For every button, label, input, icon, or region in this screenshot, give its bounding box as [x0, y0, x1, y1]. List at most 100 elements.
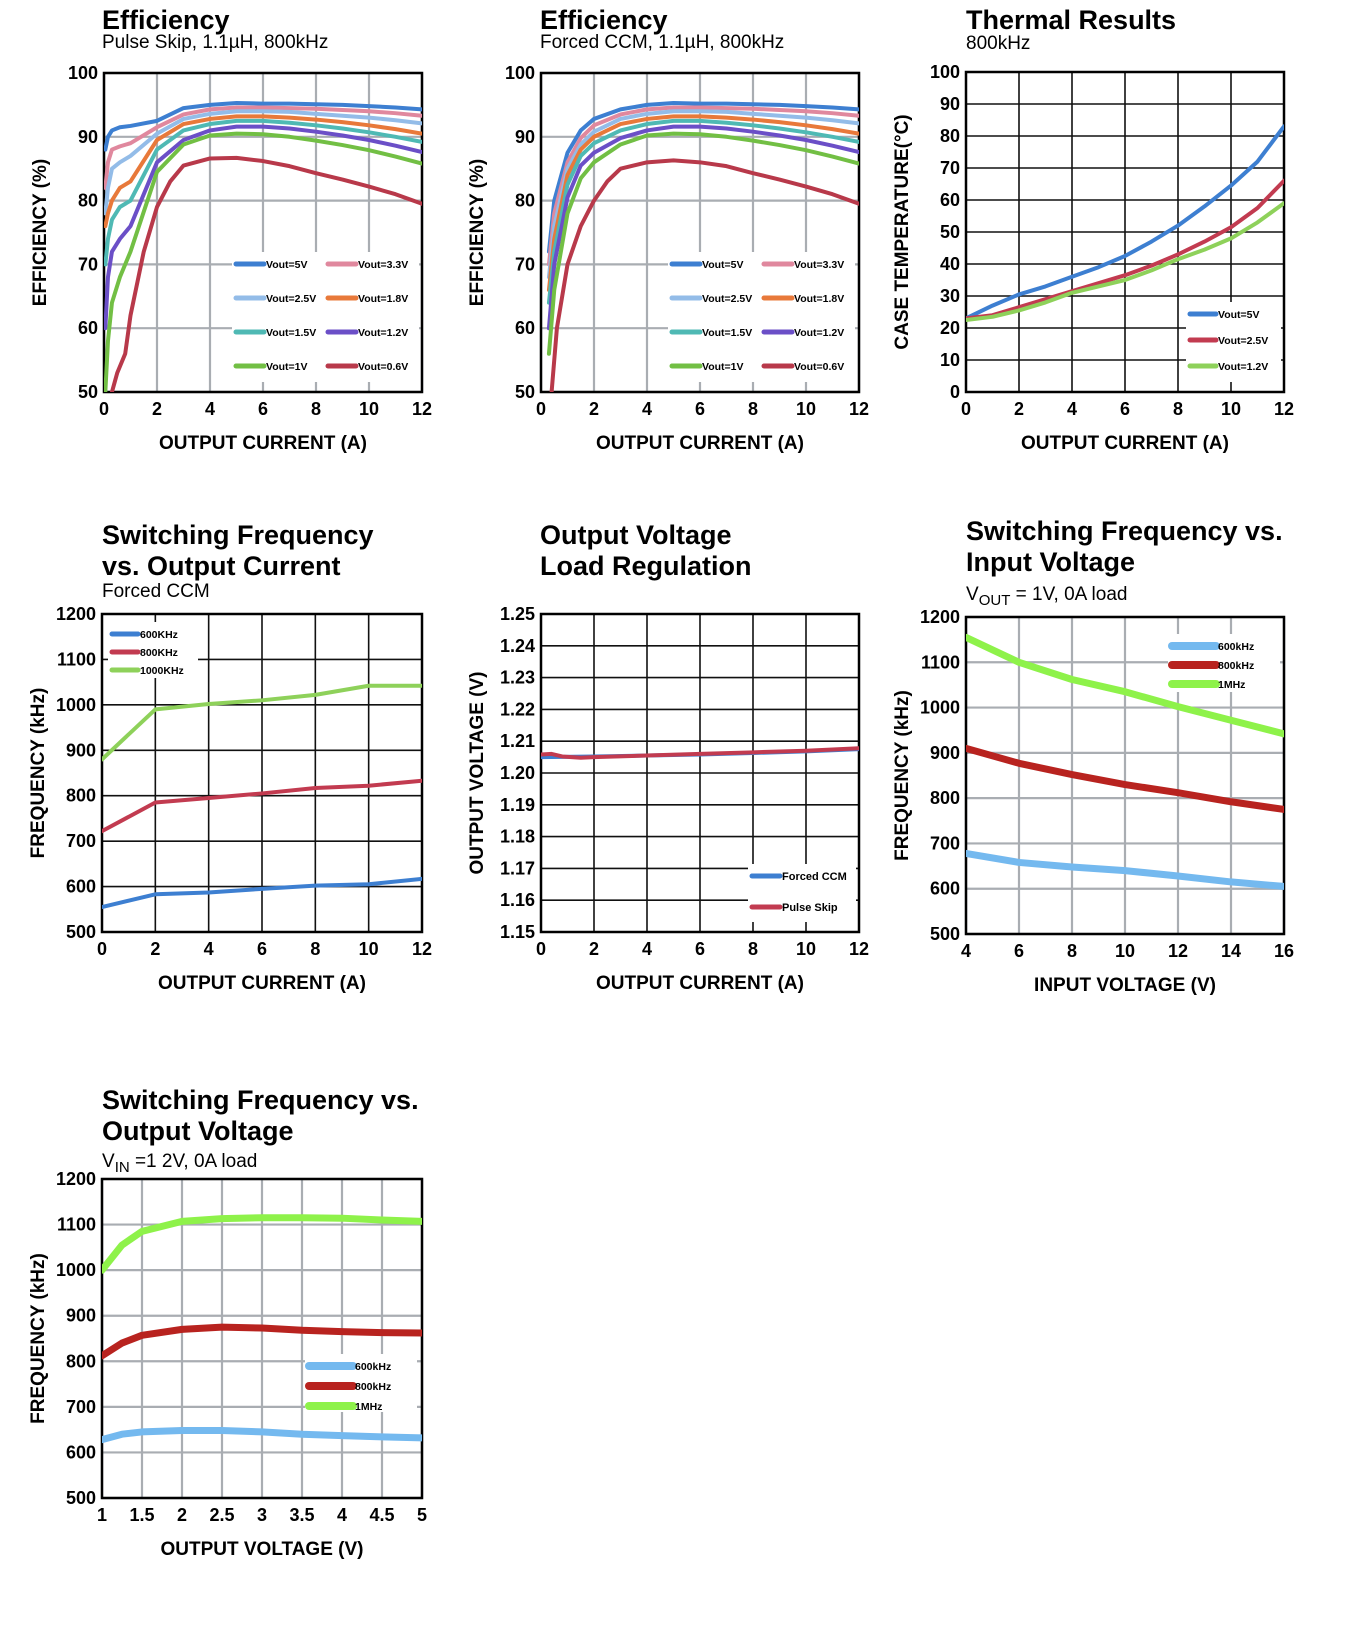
y-tick-label: 900 — [66, 740, 96, 760]
y-tick-label: 1.15 — [500, 922, 535, 942]
y-tick-label: 800 — [66, 1351, 96, 1371]
chart-title: Switching Frequency vs. Output Current — [102, 519, 374, 582]
legend-label-vout-0-6v: Vout=0.6V — [794, 361, 844, 373]
legend-box — [232, 252, 419, 382]
chart-title-line: Output Voltage — [540, 520, 732, 550]
legend-label-vout-3-3v: Vout=3.3V — [794, 259, 844, 271]
chart-subtitle: 800kHz — [966, 33, 1031, 54]
x-tick-label: 4 — [1067, 399, 1077, 419]
series-group — [966, 124, 1284, 322]
x-tick-label: 4 — [642, 939, 652, 959]
series-line-forced-ccm — [541, 747, 859, 760]
legend-label-vout-2-5v: Vout=2.5V — [266, 293, 316, 305]
y-tick-label: 700 — [66, 1397, 96, 1417]
legend-label-pulse-skip: Pulse Skip — [782, 902, 838, 914]
x-axis-label: OUTPUT CURRENT (A) — [159, 433, 367, 454]
plot-frame — [102, 71, 424, 394]
legend: 600kHz 800kHz 1MHz — [1168, 634, 1280, 692]
series-line-vout-1v — [104, 131, 422, 392]
series-line-800khz — [102, 1323, 422, 1360]
legend-label-600khz: 600kHz — [355, 1361, 391, 1373]
y-tick-label: 1100 — [57, 649, 96, 669]
chart-title: Switching Frequency vs. Input Voltage — [966, 515, 1283, 578]
y-tick-label: 1.16 — [500, 890, 535, 910]
y-axis-label: EFFICIENCY (%) — [30, 159, 51, 306]
y-tick-label: 90 — [78, 127, 98, 147]
legend-box — [108, 622, 198, 678]
y-axis-label: FREQUENCY (kHz) — [28, 688, 49, 859]
grid — [964, 615, 1286, 936]
y-tick-label: 1.20 — [500, 763, 535, 783]
x-tick-label: 10 — [1221, 399, 1241, 419]
legend-label-vout-1-2v: Vout=1.2V — [794, 327, 844, 339]
chart-title-line: Thermal Results — [966, 5, 1177, 35]
chart-subtitle: VIN =1 2V, 0A load — [102, 1151, 258, 1176]
chart-title: Thermal Results — [966, 4, 1176, 36]
legend-label-1000khz: 1000KHz — [140, 665, 184, 677]
x-tick-label: 2 — [152, 399, 162, 419]
legend: Vout=5V Vout=3.3V Vout=2.5V Vout=1.8V Vout=1… — [232, 252, 419, 382]
y-tick-label: 1000 — [920, 698, 960, 718]
x-tick-label: 10 — [1115, 941, 1135, 961]
series-line-vout-1v — [546, 131, 859, 356]
series-line-vout-1-2v — [966, 201, 1284, 322]
legend-label-vout-5v: Vout=5V — [266, 259, 308, 271]
y-tick-label: 50 — [940, 222, 960, 242]
series-group — [102, 683, 422, 910]
y-tick-label: 0 — [950, 382, 960, 402]
legend-label-800khz: 800kHz — [1218, 660, 1254, 672]
x-tick-label: 12 — [849, 939, 869, 959]
x-tick-label: 10 — [359, 399, 379, 419]
plot-frame — [100, 612, 424, 934]
x-tick-label: 4 — [204, 939, 214, 959]
y-tick-label: 90 — [515, 127, 535, 147]
y-tick-label: 1.22 — [500, 699, 535, 719]
y-tick-label: 1.23 — [500, 668, 535, 688]
y-tick-label: 1.21 — [500, 731, 535, 751]
series-line-vout-5v — [966, 124, 1284, 321]
x-tick-label: 2 — [589, 939, 599, 959]
legend-label-vout-1-2v: Vout=1.2V — [1218, 361, 1268, 373]
chart-title-line: Output Voltage — [102, 1116, 294, 1146]
x-tick-label: 10 — [796, 939, 816, 959]
series-line-vout-2-5v — [546, 109, 859, 280]
y-tick-label: 500 — [66, 922, 96, 942]
chart-title-line: Switching Frequency vs. — [966, 516, 1283, 546]
y-tick-label: 70 — [940, 158, 960, 178]
chart-subtitle: VOUT = 1V, 0A load — [966, 584, 1128, 609]
x-tick-label: 16 — [1274, 941, 1294, 961]
y-tick-label: 1000 — [56, 1260, 96, 1280]
legend-label-vout-5v: Vout=5V — [702, 259, 744, 271]
x-tick-label: 8 — [311, 399, 321, 419]
legend: Forced CCM Pulse Skip — [748, 864, 856, 922]
series-line-1mhz — [102, 1214, 422, 1274]
legend-box — [1186, 302, 1281, 382]
series-line-vout-1-8v — [104, 114, 422, 229]
legend-label-1mhz: 1MHz — [355, 1401, 382, 1413]
x-tick-label: 6 — [695, 939, 705, 959]
y-axis-label: CASE TEMPERATURE(°C) — [892, 114, 913, 349]
legend-box — [305, 1354, 417, 1412]
y-tick-label: 500 — [66, 1488, 96, 1508]
series-line-1000khz — [102, 683, 422, 762]
y-tick-label: 80 — [515, 191, 535, 211]
y-tick-label: 600 — [930, 879, 960, 899]
y-tick-label: 70 — [78, 254, 98, 274]
grid — [100, 1177, 424, 1500]
y-tick-label: 600 — [66, 877, 96, 897]
y-tick-label: 60 — [78, 318, 98, 338]
legend: 600kHz 800kHz 1MHz — [305, 1354, 417, 1413]
series-line-vout-1-2v — [104, 124, 422, 331]
x-tick-label: 3.5 — [289, 1505, 314, 1525]
y-tick-label: 1.19 — [500, 795, 535, 815]
y-tick-label: 40 — [940, 254, 960, 274]
series-line-vout-2-5v — [104, 109, 422, 216]
legend-label-600khz: 600KHz — [140, 629, 178, 641]
x-tick-label: 2.5 — [209, 1505, 234, 1525]
grid — [101, 613, 423, 933]
chart-title-line: Switching Frequency — [102, 520, 374, 550]
legend-box — [668, 252, 855, 382]
x-tick-label: 12 — [1168, 941, 1188, 961]
